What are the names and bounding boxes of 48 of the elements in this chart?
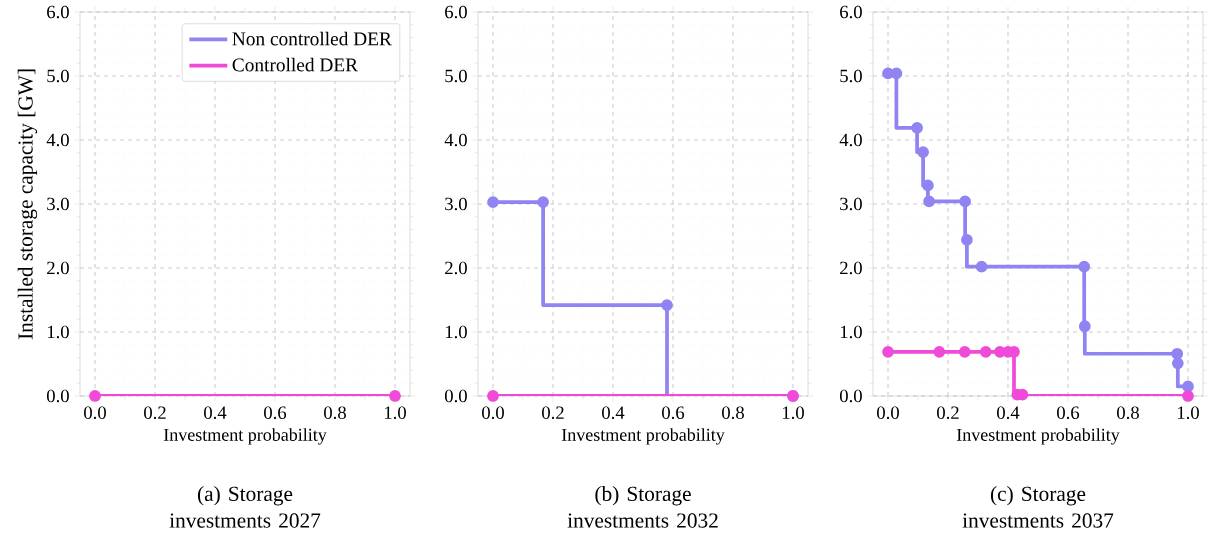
x-tick-label: 0.0 bbox=[84, 406, 106, 420]
y-tick-label: 6.0 bbox=[445, 5, 467, 19]
x-tick-label: 0.2 bbox=[144, 406, 166, 420]
x-tick-label: 1.0 bbox=[384, 406, 406, 420]
text: (a) Storage investments 2027 bbox=[169, 486, 321, 528]
x-tick-label: 0.2 bbox=[937, 406, 959, 420]
x-tick-label: 1.0 bbox=[1177, 406, 1199, 420]
y-tick-label: 0.0 bbox=[839, 389, 862, 403]
y-tick-label: 3.0 bbox=[840, 197, 862, 211]
y-tick-label: 5.0 bbox=[445, 69, 467, 83]
legend-label: Controlled DER bbox=[232, 57, 359, 72]
x-tick-label: 0.8 bbox=[722, 406, 744, 420]
x-tick-label: 0.4 bbox=[997, 406, 1020, 420]
y-tick-label: 2.0 bbox=[840, 261, 862, 275]
y-tick-label: 2.0 bbox=[47, 261, 69, 275]
y-tick-label: 2.0 bbox=[445, 261, 467, 275]
y-tick-label: 3.0 bbox=[47, 197, 69, 211]
x-tick-label: 0.8 bbox=[1117, 406, 1139, 420]
x-tick-label: 1.0 bbox=[782, 406, 804, 420]
x-tick-label: 0.0 bbox=[877, 406, 899, 420]
y-tick-label: 0.0 bbox=[444, 389, 467, 403]
y-tick-label: 6.0 bbox=[47, 5, 69, 19]
y-tick-label: 4.0 bbox=[839, 133, 862, 147]
text: (b) Storage investments 2032 bbox=[567, 486, 718, 528]
x-tick-label: 0.4 bbox=[204, 406, 227, 420]
y-tick-label: 0.0 bbox=[46, 389, 69, 403]
y-tick-label: 5.0 bbox=[840, 69, 862, 83]
x-tick-label: 0.2 bbox=[542, 406, 564, 420]
x-axis-title: Investment probability bbox=[956, 428, 1120, 445]
x-tick-label: 0.6 bbox=[662, 406, 685, 420]
x-tick-label: 0.4 bbox=[602, 406, 625, 420]
y-axis-title: Installed storage capacity [GW] bbox=[17, 69, 38, 340]
y-tick-label: 3.0 bbox=[445, 197, 467, 211]
y-tick-label: 1.0 bbox=[840, 325, 862, 339]
y-tick-label: 1.0 bbox=[445, 325, 467, 339]
x-tick-label: 0.6 bbox=[1057, 406, 1080, 420]
y-tick-label: 5.0 bbox=[47, 69, 69, 83]
text: (c) Storage investments 2037 bbox=[962, 486, 1114, 528]
x-tick-label: 0.8 bbox=[324, 406, 346, 420]
y-tick-label: 4.0 bbox=[444, 133, 467, 147]
y-tick-label: 1.0 bbox=[47, 325, 69, 339]
x-tick-label: 0.6 bbox=[264, 406, 287, 420]
x-axis-title: Investment probability bbox=[561, 428, 725, 445]
x-tick-label: 0.0 bbox=[482, 406, 504, 420]
x-axis-title: Investment probability bbox=[163, 428, 327, 445]
y-tick-label: 4.0 bbox=[46, 133, 69, 147]
y-tick-label: 6.0 bbox=[840, 5, 862, 19]
legend-label: Non controlled DER bbox=[232, 31, 392, 46]
